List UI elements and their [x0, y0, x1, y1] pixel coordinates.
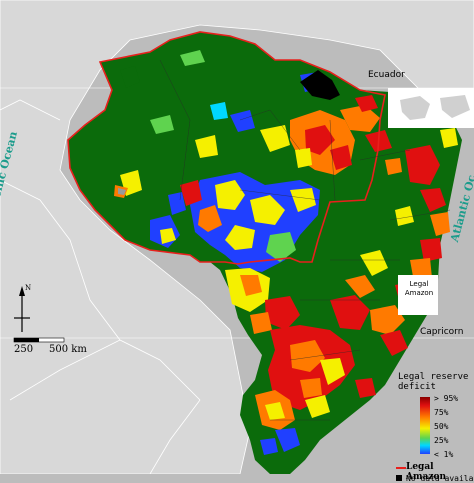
legend-tick-25: 25%: [434, 436, 449, 445]
north-label: N: [25, 284, 32, 292]
legal-amazon-border: [67, 31, 386, 265]
scale-labels: 250 500 km: [14, 344, 87, 355]
legend-tick-1: < 1%: [434, 450, 454, 459]
legend-no-data-label: No data availab: [406, 474, 474, 483]
inset-legal-amazon-label: Legal Amazon: [404, 280, 434, 298]
inset-legal-amazon-text: Legal Amazon: [404, 280, 434, 297]
scale-bar: [13, 337, 65, 343]
legend-tick-95: > 95%: [434, 394, 459, 403]
legend-title: Legal reserve deficit: [398, 372, 469, 392]
legend-legal-amazon-swatch: [396, 467, 406, 469]
scale-label-250: 250: [14, 344, 34, 355]
state-borders: [159, 59, 451, 421]
no-data-area: [300, 70, 340, 100]
country-borders: [0, 99, 201, 474]
inset-map: [388, 88, 474, 315]
legend-tick-75: 75%: [434, 408, 449, 417]
capricorn-label: Capricorn: [420, 327, 464, 337]
equator-label: Ecuador: [368, 70, 405, 80]
inset-legal-amazon-box: [398, 275, 438, 315]
legend: Legal reserve deficit > 95% 75% 50% 25% …: [396, 372, 474, 483]
deficit-patches: [114, 50, 458, 455]
scale-label-500km: 500 km: [49, 344, 87, 355]
legend-tick-50: 50%: [434, 422, 449, 431]
legend-no-data-swatch: [396, 475, 402, 481]
legend-color-bar: [420, 397, 430, 454]
north-arrow: [14, 286, 30, 332]
